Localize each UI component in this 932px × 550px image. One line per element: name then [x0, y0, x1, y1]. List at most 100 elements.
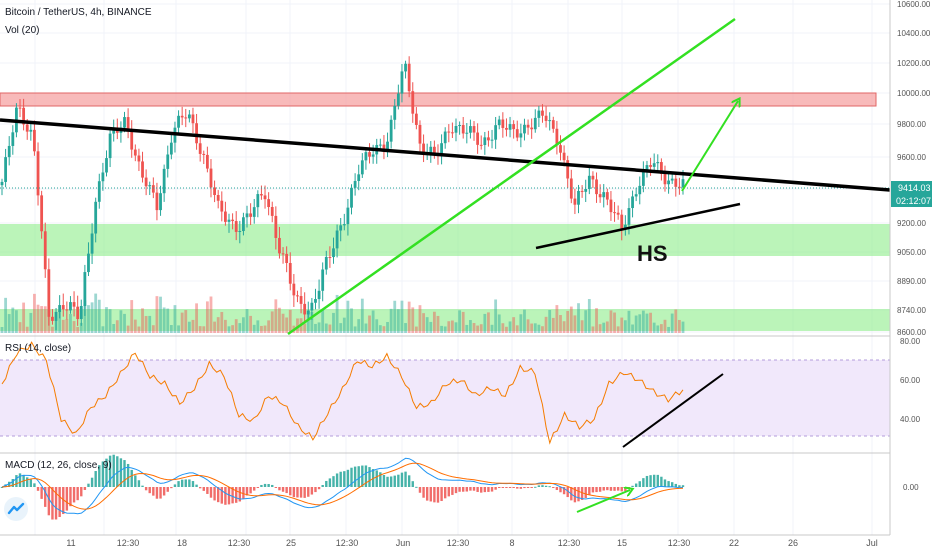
candle-body	[332, 248, 335, 258]
candle-body	[447, 131, 451, 133]
rising-trendline	[287, 17, 736, 336]
macd-histogram-bar	[624, 487, 627, 492]
macd-histogram-bar	[472, 487, 476, 491]
signal-line	[1, 462, 684, 510]
candle-body	[587, 175, 591, 189]
time-tick-label: 12:30	[336, 538, 359, 548]
macd-histogram-bar	[191, 481, 195, 487]
macd-histogram-bar	[263, 483, 267, 487]
candle-body	[573, 198, 577, 205]
candle-body	[260, 194, 263, 196]
candle-body	[537, 110, 541, 118]
macd-histogram-bar	[346, 469, 350, 487]
macd-histogram-bar	[314, 487, 317, 493]
candle-body	[454, 125, 458, 133]
volume-bar	[591, 326, 595, 333]
volume-bar	[411, 307, 415, 333]
macd-histogram-bar	[667, 481, 670, 487]
volume-bar	[677, 319, 681, 333]
macd-histogram-bar	[87, 483, 90, 487]
macd-histogram-bar	[530, 487, 533, 488]
macd-histogram-bar	[58, 487, 61, 517]
price-tick-label: 10000.00	[897, 89, 931, 98]
candle-body	[177, 115, 180, 128]
macd-histogram-bar	[144, 487, 148, 491]
time-tick-label: 12:30	[228, 538, 251, 548]
candle-body	[346, 207, 350, 225]
volume-bar	[252, 324, 256, 333]
macd-histogram-bar	[317, 487, 321, 490]
volume-bar	[429, 321, 433, 333]
volume-bar	[386, 321, 389, 333]
candle-body	[422, 143, 425, 155]
volume-bar	[580, 320, 584, 333]
candle-body	[310, 302, 314, 311]
volume-bar	[234, 319, 238, 333]
volume-bar	[425, 317, 429, 333]
volume-bar	[476, 325, 480, 333]
candle-body	[641, 169, 645, 186]
volume-bar	[155, 296, 159, 333]
volume-bar	[450, 320, 454, 333]
candle-body	[649, 165, 652, 167]
volume-bar	[4, 297, 8, 333]
macd-histogram-bar	[501, 487, 505, 488]
candle-body	[133, 149, 137, 156]
candle-body	[360, 160, 364, 175]
volume-bar	[407, 301, 411, 333]
volume-bar	[274, 299, 278, 333]
candle-body	[544, 115, 548, 121]
volume-bar	[83, 300, 87, 333]
macd-histogram-bar	[47, 487, 51, 516]
candle-body	[65, 309, 69, 311]
macd-histogram-bar	[443, 487, 447, 499]
macd-histogram-bar	[335, 473, 339, 487]
grid	[0, 0, 890, 535]
volume-bar	[404, 323, 407, 333]
time-tick-label: 12:30	[117, 538, 140, 548]
macd-histogram-bar	[8, 481, 11, 487]
candle-body	[11, 132, 15, 146]
candle-body	[33, 129, 36, 152]
candle-body	[216, 195, 220, 201]
candle-body	[393, 105, 397, 120]
candle-body	[18, 107, 22, 109]
macd-histogram-bar	[123, 460, 126, 487]
volume-bar	[371, 310, 375, 333]
macd-histogram-bar	[76, 487, 79, 501]
price-axis-ticks: 10600.00 10400.00 10200.00 10000.00 9800.00 9…	[897, 0, 931, 492]
macd-histogram-bar	[202, 487, 205, 491]
volume-bar	[335, 294, 339, 333]
candle-body	[54, 311, 58, 321]
volume-bar	[94, 293, 98, 333]
volume-bar	[555, 305, 559, 333]
candle-body	[386, 141, 389, 150]
volume-bar	[242, 317, 245, 333]
time-tick-label: 12:30	[558, 538, 581, 548]
macd-histogram-bar	[101, 461, 105, 487]
macd-histogram-bar	[375, 470, 378, 487]
candle-body	[169, 142, 173, 155]
price-scale[interactable]	[890, 0, 932, 550]
macd-histogram-bar	[566, 487, 569, 498]
macd-histogram-bar	[206, 487, 209, 494]
volume-bar	[205, 301, 209, 333]
macd-histogram-bar	[209, 487, 213, 498]
volume-bar	[285, 317, 289, 333]
volume-bar	[382, 326, 386, 333]
macd-label: MACD (12, 26, close, 9)	[5, 460, 112, 471]
volume-bar	[270, 311, 274, 333]
volume-bar	[368, 315, 371, 333]
volume-bar	[260, 325, 263, 333]
volume-bar	[649, 312, 652, 333]
last-price-badge	[891, 181, 932, 194]
candle-body	[407, 63, 411, 92]
volume-bar	[659, 324, 663, 333]
macd-histogram-bar	[325, 480, 328, 487]
candle-body	[458, 125, 462, 127]
candle-body	[440, 143, 443, 157]
time-tick-label: 18	[177, 538, 187, 548]
volume-bar	[278, 307, 281, 333]
candle-body	[602, 192, 606, 198]
